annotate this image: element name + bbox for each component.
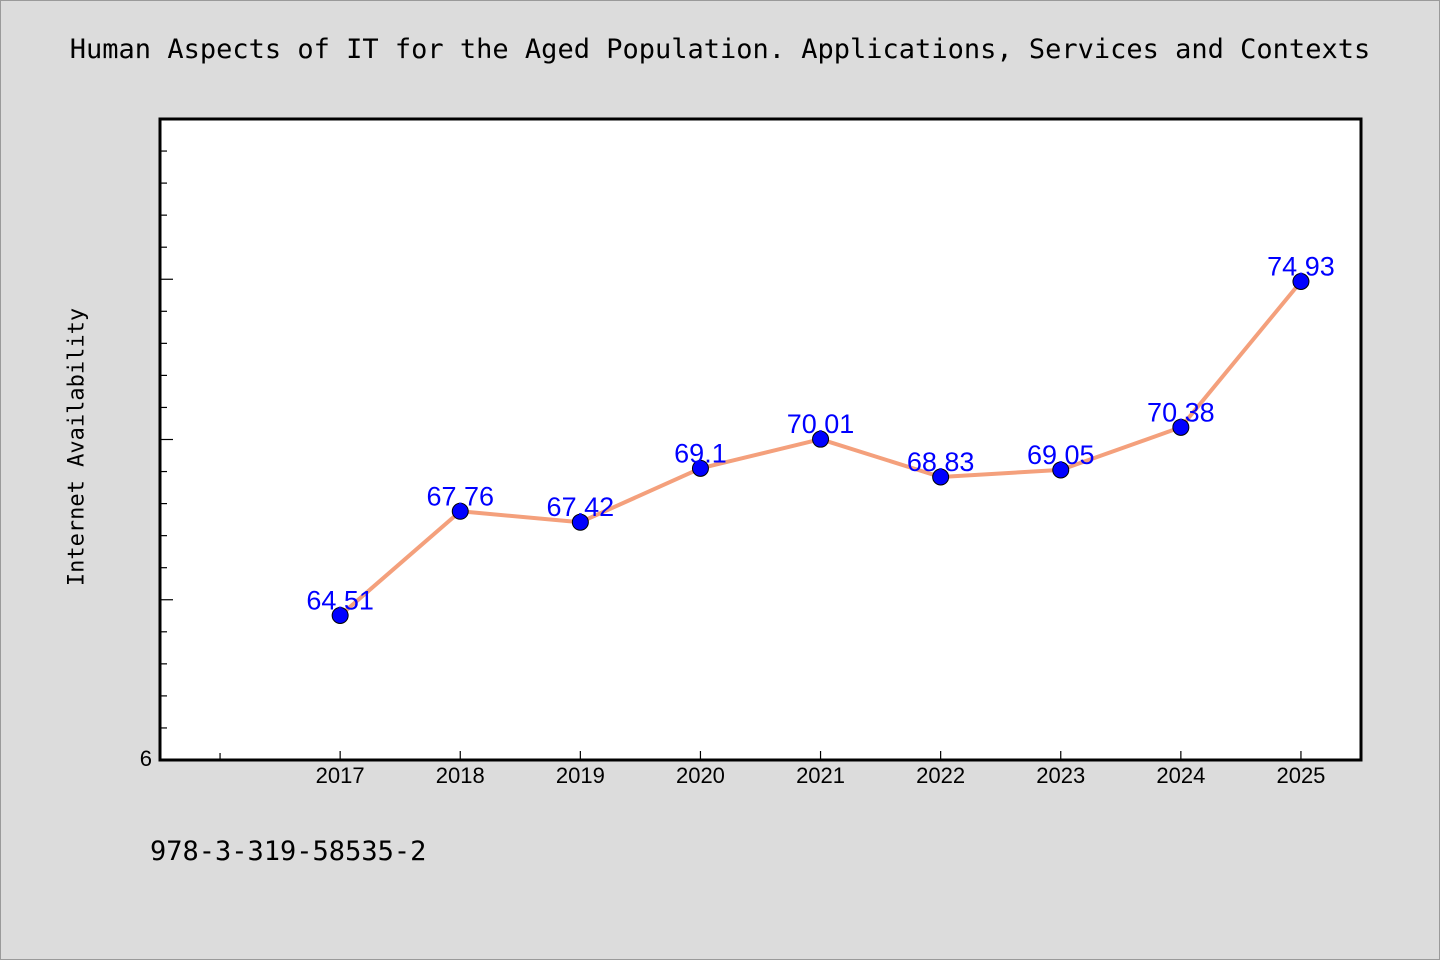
data-label: 64.51 xyxy=(306,585,374,615)
data-point xyxy=(932,468,950,486)
x-tick-label: 2023 xyxy=(1036,763,1085,788)
data-point xyxy=(331,606,349,624)
plot-area xyxy=(158,117,1363,762)
data-labels: 64.51 67.76 67.42 69.1 70.01 68.83 69.05 70.38 7… xyxy=(306,251,1334,615)
data-point xyxy=(451,502,469,520)
x-tick-label: 2017 xyxy=(316,763,365,788)
data-label: 67.76 xyxy=(426,481,494,511)
footer-isbn: 978-3-319-58535-2 xyxy=(150,836,427,867)
x-tick-label: 2021 xyxy=(796,763,845,788)
x-tick-label: 2025 xyxy=(1276,763,1325,788)
data-point xyxy=(1172,418,1190,436)
data-label: 69.1 xyxy=(674,438,727,468)
data-points xyxy=(331,272,1310,624)
x-tick-label: 2018 xyxy=(436,763,485,788)
data-label: 70.38 xyxy=(1147,397,1215,427)
x-tick-label: 2019 xyxy=(556,763,605,788)
x-tick-label: 2022 xyxy=(916,763,965,788)
x-axis-ticks: 2017 2018 2019 2020 2021 2022 2023 2024 2025 xyxy=(219,751,1325,788)
y-tick-label: 6 xyxy=(140,746,152,771)
data-label: 68.83 xyxy=(907,447,975,477)
x-tick-label: 2024 xyxy=(1156,763,1205,788)
data-point xyxy=(571,513,589,531)
data-point xyxy=(812,430,830,448)
data-point xyxy=(691,459,709,477)
data-label: 70.01 xyxy=(787,409,855,439)
y-axis-ticks: 6 xyxy=(140,150,173,771)
data-label: 74.93 xyxy=(1267,251,1335,281)
data-label: 69.05 xyxy=(1027,440,1095,470)
chart-title: Human Aspects of IT for the Aged Populat… xyxy=(69,34,1371,65)
data-point xyxy=(1292,272,1310,290)
data-label: 67.42 xyxy=(547,492,615,522)
x-tick-label: 2020 xyxy=(676,763,725,788)
data-point xyxy=(1052,461,1070,479)
